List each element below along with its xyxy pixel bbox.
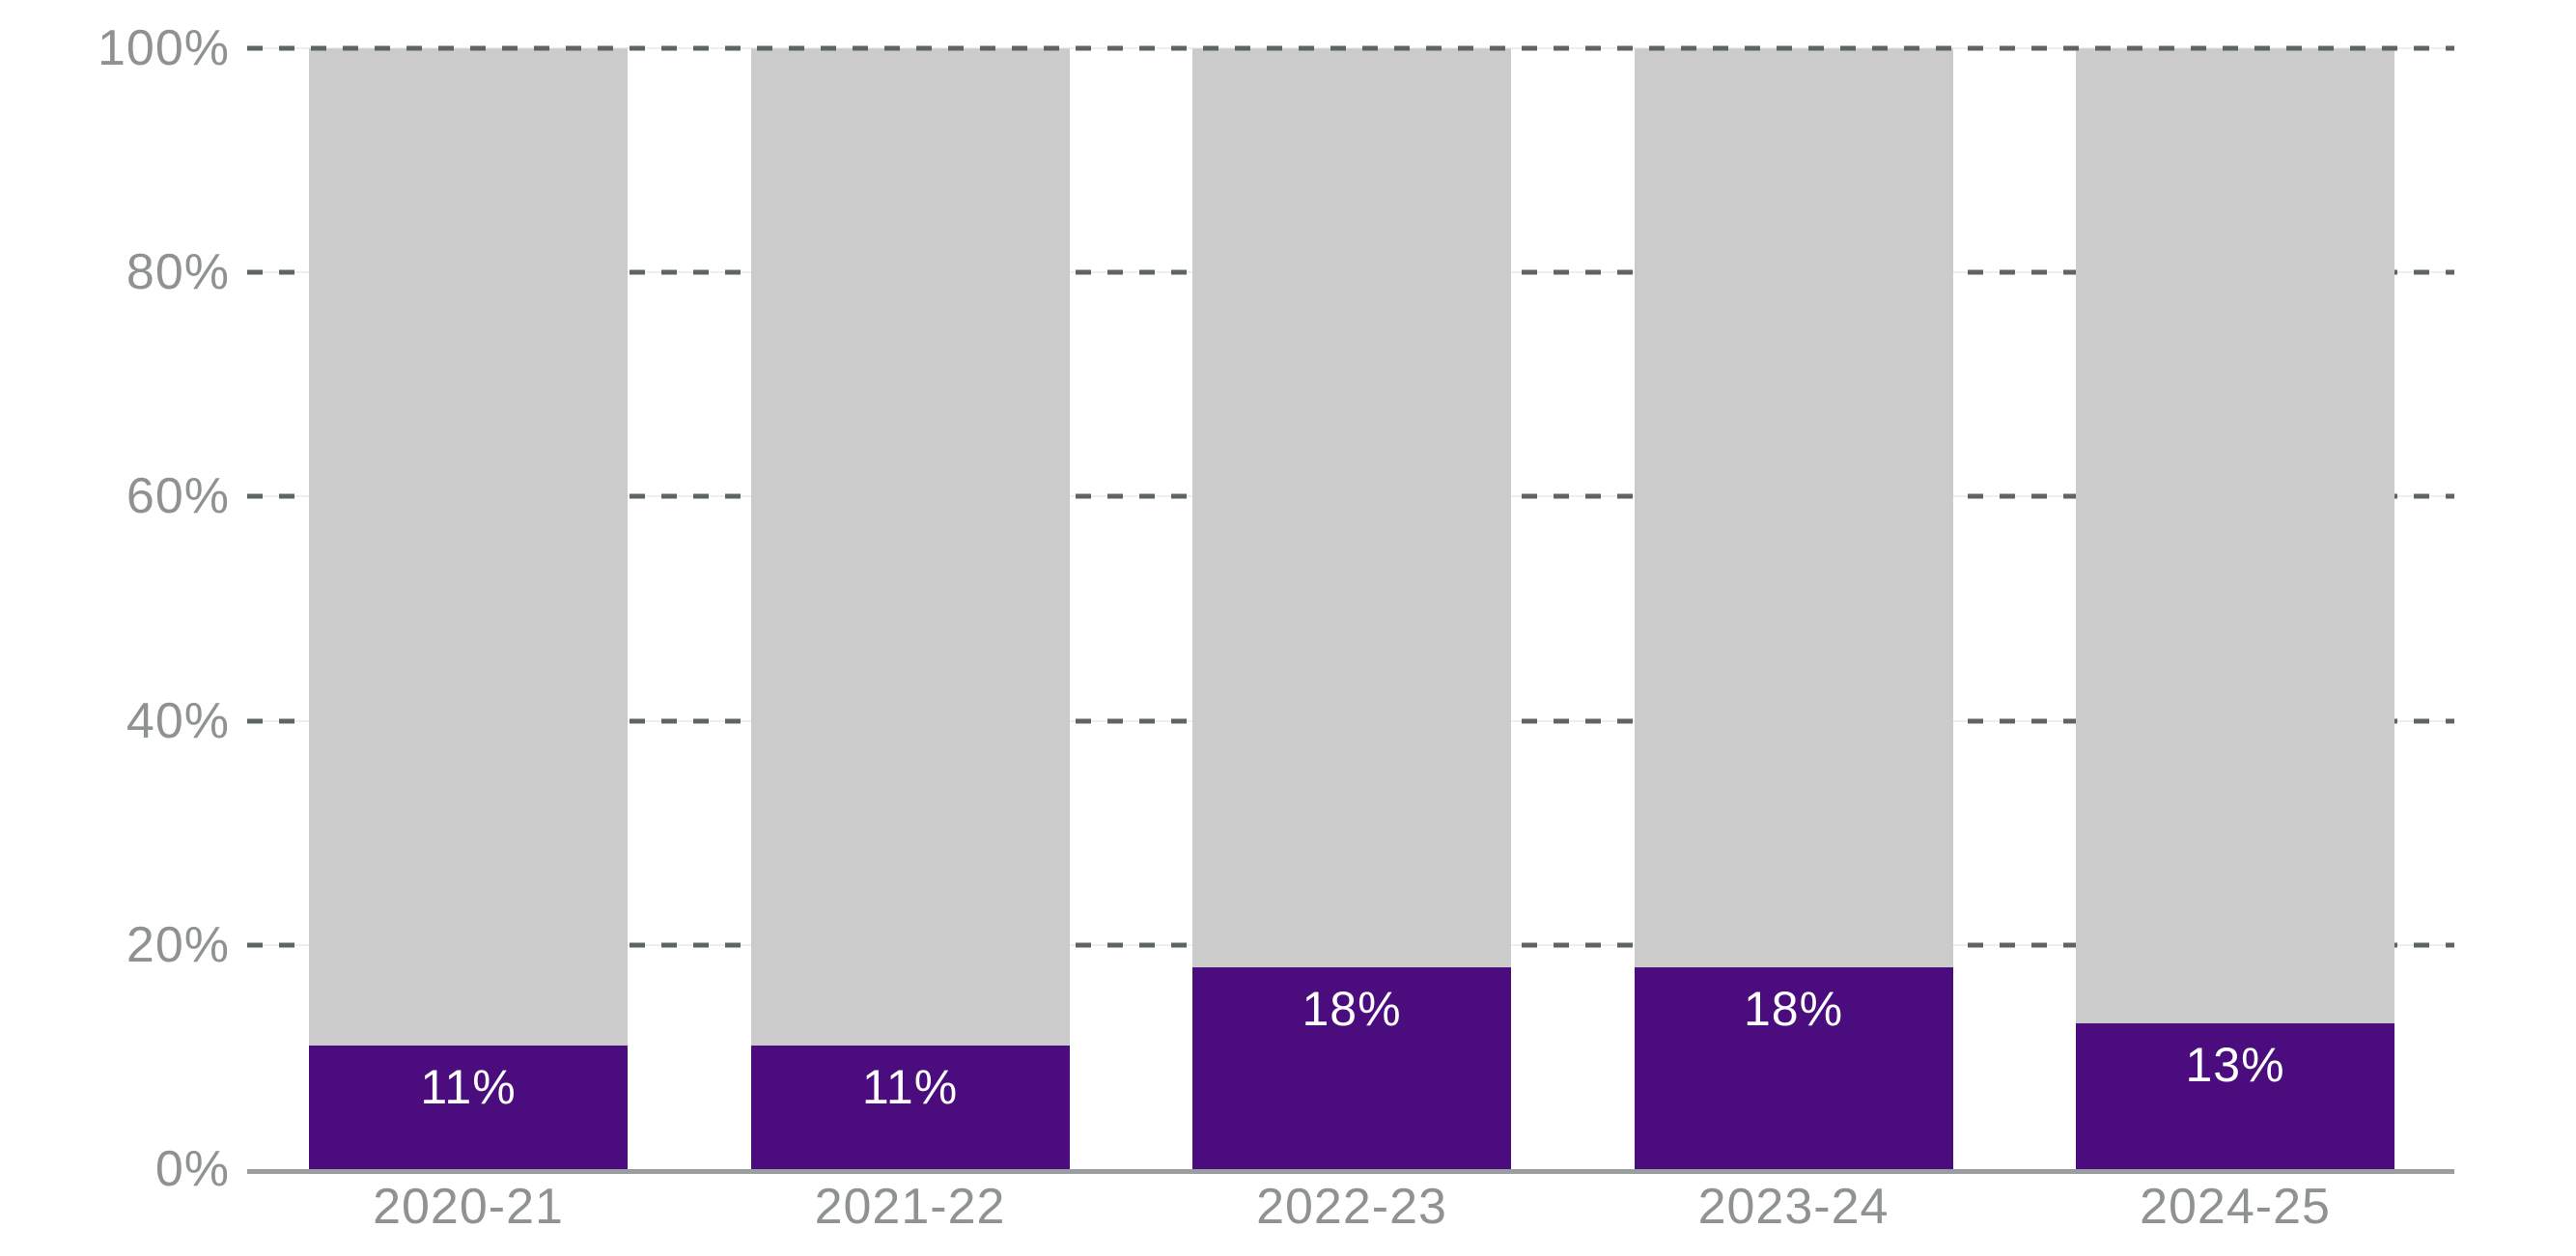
x-axis-label-2021-22: 2021-22 (814, 1179, 1006, 1235)
value-label-2024-25: 13% (2185, 1038, 2285, 1093)
bar-segment-remainder-2023-24 (1634, 48, 1953, 968)
value-label-2022-23: 18% (1302, 982, 1402, 1037)
y-axis-label-20pct: 20% (126, 916, 230, 973)
bar-group-2020-21: 11% (309, 48, 628, 1169)
bar-group-2021-22: 11% (750, 48, 1070, 1169)
y-axis-label-80pct: 80% (126, 244, 230, 301)
bar-segment-remainder-2021-22 (750, 48, 1070, 1047)
x-axis-label-2020-21: 2020-21 (373, 1179, 564, 1235)
bar-segment-highlighted-share-2023-24: 18% (1634, 967, 1953, 1169)
bar-segment-remainder-2024-25 (2076, 48, 2394, 1024)
value-label-2020-21: 11% (420, 1060, 517, 1115)
x-axis-label-2023-24: 2023-24 (1697, 1179, 1890, 1235)
x-axis-label-2024-25: 2024-25 (2140, 1179, 2331, 1235)
bar-group-2023-24: 18% (1634, 48, 1953, 1169)
value-label-2021-22: 11% (861, 1060, 959, 1115)
bar-segment-highlighted-share-2020-21: 11% (309, 1046, 628, 1169)
bar-segment-highlighted-share-2022-23: 18% (1192, 967, 1511, 1169)
bar-group-2024-25: 13% (2076, 48, 2394, 1169)
value-label-2023-24: 18% (1743, 982, 1844, 1037)
bar-segment-highlighted-share-2021-22: 11% (750, 1046, 1070, 1169)
gridline-dashes (247, 45, 2454, 51)
bar-group-2022-23: 18% (1192, 48, 1511, 1169)
bar-segment-remainder-2022-23 (1192, 48, 1511, 968)
bar-segment-highlighted-share-2024-25: 13% (2076, 1023, 2394, 1169)
gridline-100pct (247, 45, 2454, 51)
x-axis-label-2022-23: 2022-23 (1256, 1179, 1447, 1235)
y-axis-label-100pct: 100% (98, 20, 230, 76)
y-axis-label-40pct: 40% (126, 692, 230, 749)
x-axis-baseline (247, 1169, 2454, 1174)
y-axis-label-60pct: 60% (126, 468, 230, 525)
bar-segment-remainder-2020-21 (309, 48, 628, 1047)
y-axis-label-0pct: 0% (154, 1141, 230, 1197)
